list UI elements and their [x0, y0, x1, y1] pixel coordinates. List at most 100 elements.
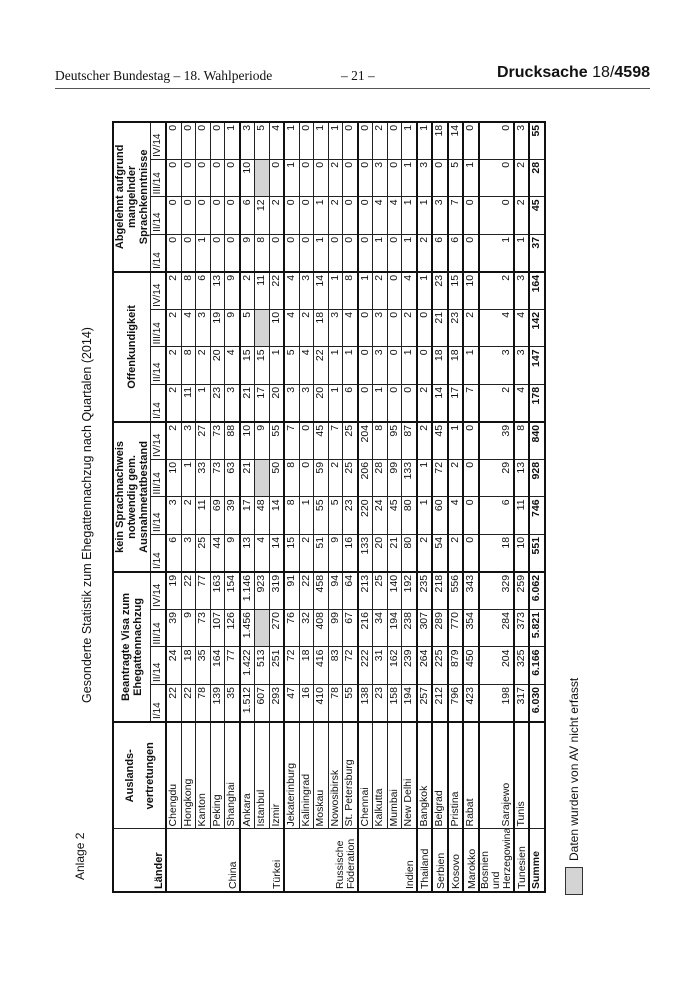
value-cell: 73	[210, 459, 225, 497]
value-cell: 22	[313, 346, 328, 385]
sum-post	[529, 722, 545, 829]
value-cell: 4	[342, 309, 358, 347]
post-cell: Peking	[210, 722, 225, 829]
table-row: Kalkutta 23 31 34 25 20 24 28 8 1 3 3 2 1 4 3 2	[372, 121, 387, 892]
value-cell: 0	[478, 196, 514, 235]
value-cell: 5	[254, 121, 269, 160]
value-cell: 0	[432, 159, 448, 197]
header-group-1: Beantragte Visa zum Ehegattennachzug	[113, 571, 151, 722]
header-post-line2: vertretungen	[143, 742, 156, 810]
value-cell: 11	[195, 496, 210, 535]
value-cell: 13	[513, 459, 529, 497]
value-cell: 72	[432, 459, 448, 497]
value-cell: 32	[299, 609, 314, 647]
table-row: Bosnien und Herzegowina Sarajewo 198 204 284…	[478, 121, 514, 892]
table-row: Kaliningrad 16 18 32 22 2 1 0 0 3 4 2 3 0 0 0 0	[299, 121, 314, 892]
value-cell: 264	[416, 647, 432, 685]
value-cell: 0	[357, 346, 373, 385]
value-cell: 879	[447, 647, 463, 685]
value-cell: 1.512	[239, 684, 255, 722]
country-cell: Thailand	[416, 829, 432, 892]
header-quarter: IV/14	[150, 571, 166, 610]
value-cell: 35	[195, 647, 210, 685]
value-cell: 20	[210, 346, 225, 385]
post-cell: Mumbai	[387, 722, 402, 829]
value-cell: 95	[387, 421, 402, 460]
value-cell: 163	[210, 571, 225, 610]
value-cell: 1	[463, 159, 479, 197]
post-cell: Chengdu	[166, 722, 181, 829]
value-cell: 0	[342, 121, 358, 160]
value-cell: 0	[269, 234, 284, 272]
header-quarter: IV/14	[150, 271, 166, 310]
value-cell: 194	[401, 684, 417, 722]
value-cell: 4	[372, 196, 387, 235]
value-cell: 11	[513, 496, 529, 535]
value-cell: 0	[357, 384, 373, 422]
value-cell: 2	[401, 309, 417, 347]
value-cell: 216	[357, 609, 373, 647]
value-cell: 198	[478, 684, 514, 722]
doc-number-a: 18/	[592, 64, 615, 81]
value-cell: 22	[181, 571, 196, 610]
value-cell: 9	[224, 309, 240, 347]
value-cell: 1.456	[239, 609, 255, 647]
value-cell: 1	[342, 346, 358, 385]
value-cell: 11	[181, 384, 196, 422]
post-cell: Sarajewo	[478, 722, 514, 829]
value-cell: 3	[284, 384, 299, 422]
value-cell: 373	[513, 609, 529, 647]
header-quarter: II/14	[150, 647, 166, 685]
value-cell: 0	[224, 196, 240, 235]
value-cell: 15	[284, 534, 299, 572]
value-cell: 2	[181, 496, 196, 535]
value-cell: 3	[299, 271, 314, 310]
value-cell: 54	[432, 534, 448, 572]
value-cell: 607	[254, 684, 269, 722]
value-cell: 1	[313, 121, 328, 160]
header-group-3: Offenkundigkeit	[113, 271, 151, 422]
post-cell: Ankara	[239, 722, 255, 829]
value-cell: 2	[416, 384, 432, 422]
page-header: Deutscher Bundestag – 18. Wahlperiode – …	[55, 62, 650, 89]
table-row: Serbien Belgrad 212 225 289 218 54 60 72 45 14 18 21…	[432, 121, 448, 892]
value-cell: 289	[432, 609, 448, 647]
value-cell: 0	[166, 159, 181, 197]
post-cell: Kanton	[195, 722, 210, 829]
value-cell: 3	[372, 346, 387, 385]
value-cell: 7	[447, 196, 463, 235]
value-cell: 18	[181, 647, 196, 685]
value-cell: 0	[478, 159, 514, 197]
value-cell: 0	[357, 234, 373, 272]
header-quarter: II/14	[150, 196, 166, 235]
value-cell: 222	[357, 647, 373, 685]
value-cell: 39	[478, 421, 514, 460]
value-cell: 0	[416, 309, 432, 347]
value-cell: 87	[401, 421, 417, 460]
value-cell: 2	[166, 384, 181, 422]
header-quarter: III/14	[150, 459, 166, 497]
country-cell: Serbien	[432, 829, 448, 892]
doc-number-b: 4598	[614, 64, 650, 81]
value-cell: 0	[210, 234, 225, 272]
legend-swatch	[565, 867, 583, 895]
value-cell: 15	[447, 271, 463, 310]
value-cell: 6	[478, 496, 514, 535]
value-cell: 0	[463, 496, 479, 535]
value-cell: 3	[239, 121, 255, 160]
value-cell: 1	[401, 159, 417, 197]
value-cell: 1	[284, 121, 299, 160]
value-cell: 22	[269, 271, 284, 310]
value-cell: 1	[328, 121, 343, 160]
value-cell: 0	[478, 121, 514, 160]
value-cell: 18	[432, 346, 448, 385]
value-cell: 220	[357, 496, 373, 535]
value-cell: 14	[447, 121, 463, 160]
value-cell: 39	[224, 496, 240, 535]
value-cell: 3	[416, 159, 432, 197]
value-cell: 9	[224, 271, 240, 310]
value-cell: 99	[328, 609, 343, 647]
value-cell: 6	[432, 234, 448, 272]
value-cell: 6	[166, 534, 181, 572]
country-cell: Tunesien	[513, 829, 529, 892]
